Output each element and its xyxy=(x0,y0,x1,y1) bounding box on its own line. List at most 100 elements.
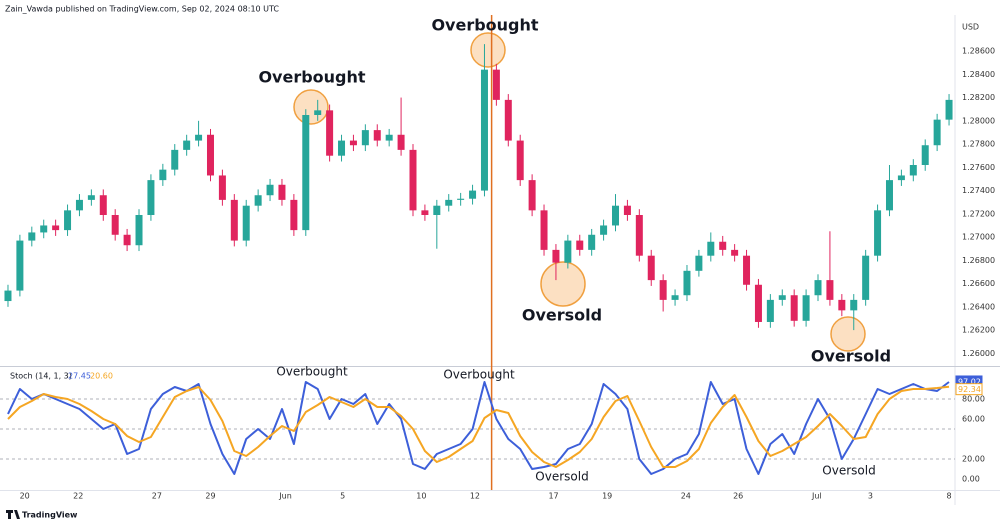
candle-body xyxy=(409,149,417,211)
indicator-title: Stoch (14, 1, 3) xyxy=(10,372,72,381)
candle-body xyxy=(135,215,143,246)
candle-body xyxy=(373,130,381,141)
candle-body xyxy=(850,299,858,311)
candle-body xyxy=(171,149,179,170)
y-tick-label: 1.26800 xyxy=(962,256,995,265)
annotation: Overbought xyxy=(443,368,515,382)
logo: TradingView xyxy=(6,510,78,520)
candle-body xyxy=(385,134,393,141)
candle-body xyxy=(361,130,369,146)
annotation: Overbought xyxy=(276,365,348,379)
footer: TradingView xyxy=(22,511,78,520)
candle-body xyxy=(743,255,751,285)
candle-body xyxy=(540,210,548,250)
y-tick-label: 1.27800 xyxy=(962,140,995,149)
candle-body xyxy=(326,110,334,156)
y-tick-label: 1.27200 xyxy=(962,209,995,218)
x-tick-label: 29 xyxy=(205,492,215,501)
plot xyxy=(0,15,955,490)
candle-body xyxy=(195,134,203,141)
candle-body xyxy=(552,249,560,263)
y-tick-label: 1.27000 xyxy=(962,233,995,242)
annotation: Oversold xyxy=(522,306,602,325)
candle-body xyxy=(159,169,167,181)
candle-body xyxy=(516,140,524,181)
y-tick-label: 1.28400 xyxy=(962,70,995,79)
annotation: Overbought xyxy=(258,68,365,87)
candle-body xyxy=(564,240,572,263)
y-tick-label: 1.27400 xyxy=(962,186,995,195)
y-tick-label: 1.26000 xyxy=(962,349,995,358)
candle-body xyxy=(421,210,429,215)
candle-body xyxy=(457,198,465,200)
candle-body xyxy=(469,190,477,199)
candle-body xyxy=(731,249,739,256)
candle-body xyxy=(206,134,214,176)
candle-body xyxy=(695,255,703,271)
logo-icon xyxy=(6,510,20,519)
x-tick-label: 26 xyxy=(733,492,743,501)
candle-body xyxy=(242,205,250,241)
candle-body xyxy=(885,180,893,211)
candle-body xyxy=(814,280,822,296)
legend-value: 20.60 xyxy=(90,372,113,381)
candle-body xyxy=(290,199,298,231)
x-tick-label: 3 xyxy=(868,492,873,501)
candle-body xyxy=(52,225,60,231)
candle-body xyxy=(218,175,226,200)
candle-body xyxy=(302,115,310,231)
candle-body xyxy=(445,199,453,206)
last-value-label: 92.34 xyxy=(958,385,981,394)
candle-body xyxy=(528,180,536,211)
candle-body xyxy=(254,195,262,206)
candle-body xyxy=(314,110,322,115)
candle-body xyxy=(683,270,691,296)
candle-body xyxy=(16,240,24,291)
y-tick-label: 0.00 xyxy=(962,475,980,484)
highlight-circle xyxy=(540,261,586,307)
candle-body xyxy=(802,295,810,321)
y-tick-label: 80.00 xyxy=(962,395,985,404)
x-tick-label: 5 xyxy=(340,492,345,501)
x-tick-label: 17 xyxy=(548,492,558,501)
candle-body xyxy=(111,215,119,235)
x-tick-label: 10 xyxy=(416,492,426,501)
highlights xyxy=(293,32,866,352)
candle-body xyxy=(659,280,667,300)
annotation: Oversold xyxy=(535,470,588,484)
x-tick-label: 12 xyxy=(470,492,480,501)
candle-body xyxy=(862,255,870,300)
candle-body xyxy=(397,134,405,150)
candle-body xyxy=(183,140,191,150)
candle-body xyxy=(790,295,798,321)
stoch-line xyxy=(7,385,950,468)
last-value-label: 97.02 xyxy=(958,377,981,386)
candle-body xyxy=(719,241,727,250)
y-tick-label: 1.27600 xyxy=(962,163,995,172)
x-tick-label: 24 xyxy=(681,492,691,501)
candle-body xyxy=(600,225,608,235)
candle-body xyxy=(433,205,441,215)
candle-body xyxy=(40,225,48,233)
candle-body xyxy=(945,99,953,120)
candle-body xyxy=(87,195,95,200)
candle-body xyxy=(64,210,72,231)
candle-body xyxy=(278,184,286,200)
candle-body xyxy=(671,295,679,300)
y-tick-label: 60.00 xyxy=(962,415,985,424)
candle-body xyxy=(623,205,631,215)
candle-body xyxy=(266,184,274,196)
highlight-circle xyxy=(470,32,506,68)
last-value-box xyxy=(955,383,983,396)
annotation: Oversold xyxy=(822,464,875,478)
currency: USD xyxy=(962,23,979,32)
x-tick-label: 8 xyxy=(946,492,951,501)
candle-body xyxy=(635,215,643,256)
legend-value: 27.45 xyxy=(68,372,91,381)
candle-body xyxy=(147,180,155,215)
y-tick-label: 1.28600 xyxy=(962,47,995,56)
candle-body xyxy=(707,241,715,256)
x-tick-label: Jun xyxy=(278,492,292,501)
